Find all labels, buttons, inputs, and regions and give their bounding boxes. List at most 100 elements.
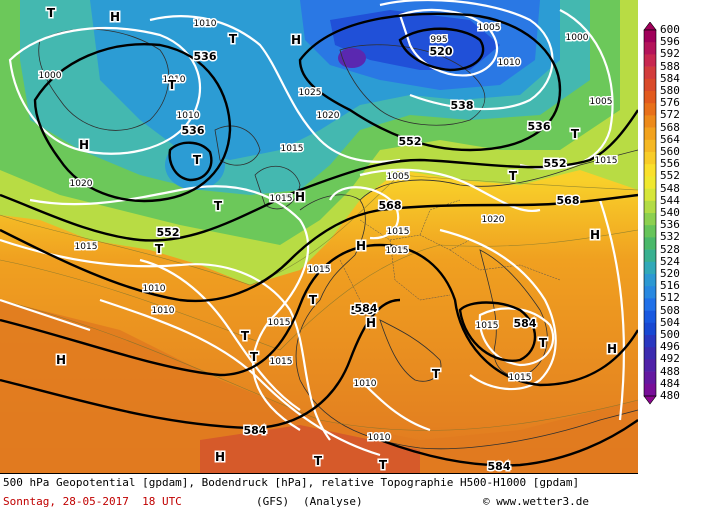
legend-label: 552 bbox=[660, 169, 680, 183]
legend-swatch bbox=[644, 78, 656, 92]
legend-label: 584 bbox=[660, 71, 680, 85]
high-pressure-marker: H bbox=[356, 239, 366, 253]
isobar-label: 1010 bbox=[498, 58, 521, 68]
isobar-label: 1005 bbox=[590, 97, 613, 107]
geopotential-label: 568 bbox=[557, 194, 580, 207]
legend-swatch bbox=[644, 127, 656, 141]
legend-label: 520 bbox=[660, 267, 680, 280]
high-pressure-marker: H bbox=[295, 190, 305, 204]
isobar-label: 1010 bbox=[152, 306, 175, 316]
high-pressure-marker: H bbox=[79, 138, 89, 152]
low-pressure-marker: T bbox=[250, 350, 259, 364]
geopotential-label: 520 bbox=[430, 45, 453, 58]
legend-swatch bbox=[644, 383, 656, 397]
isobar-label: 995 bbox=[430, 35, 447, 45]
low-pressure-marker: T bbox=[168, 78, 177, 92]
geopotential-label: 588 bbox=[351, 304, 374, 317]
isobar-label: 1010 bbox=[143, 284, 166, 294]
legend-swatch bbox=[644, 274, 656, 287]
legend-label: 592 bbox=[660, 47, 680, 61]
isobar-label: 1015 bbox=[268, 318, 291, 328]
legend-label: 564 bbox=[660, 132, 680, 146]
color-legend: 600 596 592 588 584 580 576 572 568 564 560 556 552 5… bbox=[640, 22, 704, 462]
geopotential-label: 584 bbox=[514, 317, 537, 330]
caption-parameters: 500 hPa Geopotential [gpdam], Bodendruck… bbox=[3, 476, 580, 489]
geopotential-label: 552 bbox=[544, 157, 567, 170]
legend-label: 528 bbox=[660, 242, 680, 256]
geopotential-label: 584 bbox=[244, 424, 267, 437]
map-svg: 1010 1010 1005 995 1010 1000 1005 1000 1010 1015 1… bbox=[0, 0, 638, 473]
legend-label: 600 bbox=[660, 23, 680, 36]
low-pressure-marker: T bbox=[155, 242, 164, 256]
low-pressure-marker: T bbox=[509, 169, 518, 183]
legend-swatch bbox=[644, 347, 656, 360]
high-pressure-marker: H bbox=[590, 228, 600, 242]
isobar-label: 1010 bbox=[368, 433, 391, 443]
caption-date: Sonntag, 28-05-2017 18 UTC bbox=[3, 495, 182, 508]
legend-arrow-top bbox=[643, 22, 657, 31]
geopotential-label: 536 bbox=[182, 124, 205, 137]
isobar-label: 1025 bbox=[299, 88, 322, 98]
isobar-label: 1020 bbox=[317, 111, 340, 121]
geopotential-contours bbox=[0, 12, 638, 467]
low-pressure-marker: T bbox=[539, 336, 548, 350]
isobar-label: 1015 bbox=[75, 242, 98, 252]
isobar-label: 1020 bbox=[70, 179, 93, 189]
legend-label: 560 bbox=[660, 145, 680, 158]
legend-swatch bbox=[644, 91, 656, 104]
country-borders bbox=[339, 199, 561, 331]
legend-label: 532 bbox=[660, 230, 680, 244]
isobar-label: 1015 bbox=[509, 373, 532, 383]
map-caption: 500 hPa Geopotential [gpdam], Bodendruck… bbox=[0, 473, 638, 514]
legend-label: 524 bbox=[660, 254, 680, 268]
thickness-zone-576 bbox=[200, 425, 420, 473]
legend-swatch bbox=[644, 261, 656, 275]
legend-swatch bbox=[644, 286, 656, 299]
caption-copyright: © www.wetter3.de bbox=[483, 495, 589, 508]
legend-swatch bbox=[644, 310, 656, 324]
thickness-zone-504 bbox=[330, 10, 500, 70]
low-pressure-marker: T bbox=[214, 199, 223, 213]
geopotential-label: 568 bbox=[379, 199, 402, 212]
isobar-label: 1000 bbox=[566, 33, 589, 43]
geopotential-label: 552 bbox=[399, 135, 422, 148]
legend-swatch bbox=[644, 298, 656, 311]
map-area: 1010 1010 1005 995 1010 1000 1005 1000 1010 1015 1… bbox=[0, 0, 638, 473]
legend-label: 500 bbox=[660, 328, 680, 341]
isobar-label: 1005 bbox=[478, 23, 501, 33]
isobar-label: 1015 bbox=[386, 246, 409, 256]
legend-swatch bbox=[644, 200, 656, 214]
isobar-label: 1005 bbox=[387, 172, 410, 182]
legend-label: 496 bbox=[660, 340, 680, 354]
isobar-label: 1015 bbox=[270, 194, 293, 204]
caption-analysis: (Analyse) bbox=[303, 495, 363, 508]
low-pressure-marker: T bbox=[229, 32, 238, 46]
high-pressure-marker: H bbox=[215, 450, 225, 464]
legend-label: 588 bbox=[660, 59, 680, 73]
legend-swatch bbox=[644, 371, 656, 385]
legend-swatch bbox=[644, 359, 656, 372]
legend-swatch bbox=[644, 139, 656, 153]
legend-swatch bbox=[644, 115, 656, 128]
legend-swatch bbox=[644, 335, 656, 348]
isobar-label: 1015 bbox=[308, 265, 331, 275]
legend-arrow-bottom bbox=[643, 395, 657, 405]
legend-swatch bbox=[644, 249, 656, 263]
legend-swatch bbox=[644, 225, 656, 238]
isobar-label: 1010 bbox=[163, 75, 186, 85]
legend-label: 480 bbox=[660, 389, 680, 402]
legend-label: 540 bbox=[660, 206, 680, 219]
high-pressure-marker: H bbox=[110, 10, 120, 24]
legend-label: 536 bbox=[660, 218, 680, 232]
low-pressure-marker: T bbox=[314, 454, 323, 468]
geopotential-label: 552 bbox=[157, 226, 180, 239]
thickness-zone-564 bbox=[0, 300, 638, 473]
legend-label: 516 bbox=[660, 279, 680, 293]
isobar-label: 1010 bbox=[194, 19, 217, 29]
low-pressure-marker: T bbox=[241, 329, 250, 343]
legend-swatch bbox=[644, 103, 656, 116]
legend-swatch bbox=[644, 188, 656, 202]
isobar-label: 1015 bbox=[281, 144, 304, 154]
low-pressure-marker: T bbox=[379, 458, 388, 472]
